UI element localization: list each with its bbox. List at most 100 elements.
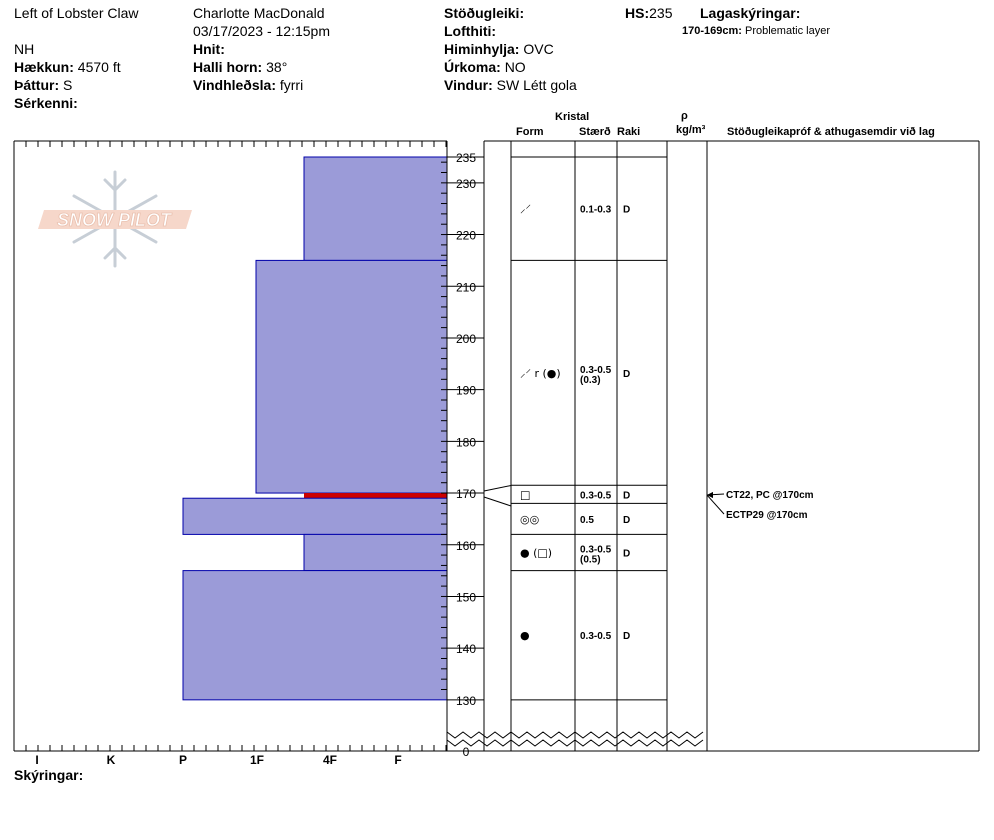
depth-tick-label: 180	[456, 435, 476, 449]
grain-form-5: ●	[520, 629, 530, 642]
test-label-0: CT22, PC @170cm	[726, 490, 814, 501]
depth-tick-label: 170	[456, 487, 476, 501]
grain-size-5: 0.3-0.5	[580, 631, 612, 642]
tests-header: Stöðugleikapróf & athugasemdir við lag	[727, 126, 935, 138]
grain-size-secondary-4: (0.5)	[580, 555, 601, 566]
slope-value: 38°	[266, 59, 288, 75]
precip: Úrkoma: NO	[444, 59, 526, 75]
size-header: Stærð	[579, 126, 611, 138]
wind-loading-label: Vindhleðsla:	[193, 77, 276, 93]
moisture-2: D	[623, 490, 630, 501]
test-leader-line	[706, 494, 725, 515]
grain-size-0: 0.1-0.3	[580, 205, 612, 216]
depth-tick-label: 140	[456, 642, 476, 656]
depth-tick-label: 190	[456, 384, 476, 398]
test-arrow	[707, 492, 713, 499]
hardness-bar-3	[182, 497, 448, 535]
problem-layer-bar	[304, 493, 447, 499]
elevation-value: 4570 ft	[77, 59, 121, 75]
grain-size-secondary-1: (0.3)	[580, 375, 601, 386]
layer-note: 170-169cm: Problematic layer	[682, 25, 830, 37]
hs-label: HS:	[625, 5, 650, 21]
depth-tick-label: 220	[456, 229, 476, 243]
axis-break-upper	[446, 731, 704, 739]
elevation-label: Hækkun:	[14, 59, 74, 75]
observer: Charlotte MacDonald	[193, 5, 325, 21]
layer-connector	[483, 496, 512, 507]
hardness-tick-label: 4F	[323, 753, 337, 767]
moisture-3: D	[623, 515, 630, 526]
grain-size-2: 0.3-0.5	[580, 490, 612, 501]
layer-note-range: 170-169cm:	[682, 25, 742, 37]
depth-tick-label: 230	[456, 177, 476, 191]
grain-size-4: 0.3-0.5	[580, 545, 612, 556]
layer-notes-label: Lagaskýringar:	[700, 5, 801, 21]
hardness-tick-label: K	[107, 753, 116, 767]
region: NH	[14, 41, 35, 57]
hardness-bar-5	[182, 570, 448, 701]
sky-value: OVC	[523, 41, 554, 57]
wind-label: Vindur:	[444, 77, 493, 93]
notes-label: Skýringar:	[14, 767, 84, 783]
grain-form-2: □	[520, 488, 530, 501]
features-label: Sérkenni:	[14, 95, 78, 111]
hardness-bar-4	[303, 533, 448, 572]
precip-label: Úrkoma:	[444, 59, 501, 75]
grain-form-3: ◎◎	[520, 513, 539, 526]
moisture-header: Raki	[617, 126, 641, 138]
hardness-tick-label: I	[35, 753, 38, 767]
depth-tick-label: 130	[456, 694, 476, 708]
aspect: Þáttur: S	[14, 77, 72, 93]
moisture-4: D	[623, 549, 630, 560]
wind: Vindur: SW Létt gola	[444, 77, 577, 93]
density-unit-header: kg/m³	[676, 124, 706, 136]
coords-label: Hnit:	[193, 41, 225, 57]
rho-header: ρ	[681, 110, 688, 122]
hs-value: 235	[649, 5, 673, 21]
grain-size-1: 0.3-0.5	[580, 365, 612, 376]
moisture-1: D	[623, 369, 630, 380]
moisture-0: D	[623, 205, 630, 216]
depth-tick-label: 0	[463, 745, 470, 759]
layer-note-text: Problematic layer	[745, 25, 830, 37]
depth-tick-label: 160	[456, 539, 476, 553]
axis-break-lower	[446, 739, 704, 747]
wind-loading: Vindhleðsla: fyrri	[193, 77, 303, 93]
hs: HS:235	[625, 5, 672, 21]
hardness-tick-label: 1F	[250, 753, 264, 767]
stability-label: Stöðugleiki:	[444, 5, 525, 21]
location-name: Left of Lobster Claw	[14, 5, 139, 21]
depth-tick-label: 235	[456, 151, 476, 165]
precip-value: NO	[504, 59, 526, 75]
wind-loading-value: fyrri	[279, 77, 304, 93]
depth-tick-label: 200	[456, 332, 476, 346]
test-label-1: ECTP29 @170cm	[726, 510, 808, 521]
aspect-value: S	[63, 77, 73, 93]
grain-form-0: ⸝⸍	[520, 203, 531, 216]
slope-label: Halli horn:	[193, 59, 263, 75]
snowpilot-logo: SNOW PILOT	[38, 170, 192, 268]
moisture-5: D	[623, 631, 630, 642]
hardness-tick-label: P	[179, 753, 187, 767]
sky: Himinhylja: OVC	[444, 41, 554, 57]
elevation: Hækkun: 4570 ft	[14, 59, 121, 75]
form-header: Form	[516, 126, 544, 138]
depth-tick-label: 210	[456, 280, 476, 294]
grain-form-4: ● (□)	[520, 547, 552, 560]
hardness-tick-label: F	[394, 753, 401, 767]
hardness-bar-0	[303, 156, 448, 261]
layer-connector	[483, 485, 512, 492]
logo-text: SNOW PILOT	[57, 210, 173, 230]
crystal-header: Kristal	[555, 111, 590, 123]
slope: Halli horn: 38°	[193, 59, 287, 75]
wind-value: SW Létt gola	[496, 77, 577, 93]
grain-form-1: ⸝⸍ r (●)	[520, 367, 561, 380]
hardness-bar-1	[255, 259, 448, 494]
depth-tick-label: 150	[456, 590, 476, 604]
aspect-label: Þáttur:	[14, 77, 60, 93]
grain-size-3: 0.5	[580, 515, 594, 526]
sky-label: Himinhylja:	[444, 41, 520, 57]
datetime: 03/17/2023 - 12:15pm	[193, 23, 330, 39]
air-temp-label: Lofthiti:	[444, 23, 497, 39]
